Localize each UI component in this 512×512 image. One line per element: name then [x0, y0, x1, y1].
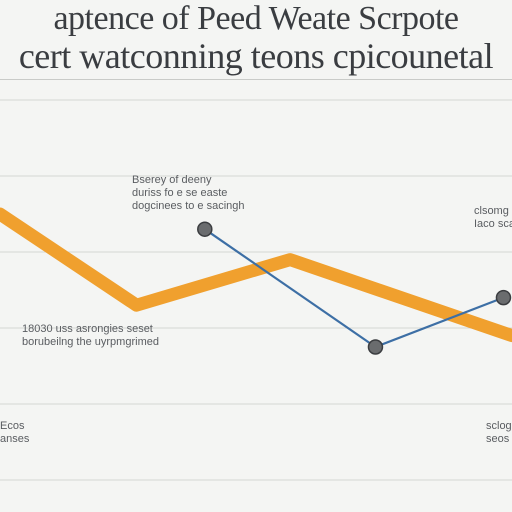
- series-2-point: [367, 339, 384, 355]
- grid-lines: [0, 99, 512, 481]
- series-line-1: [0, 207, 512, 343]
- annotation-right-top: clsomg Iaco sca: [474, 205, 512, 230]
- chart-title: aptence of Peed Weate Scrpote cert watco…: [0, 0, 512, 80]
- series-group: [0, 207, 512, 355]
- annotation-mid-left: 18030 uss asrongies seset borubeilng the…: [22, 323, 159, 348]
- series-2-point: [197, 221, 213, 237]
- title-line-2: cert watconning teons cpicounetal: [18, 36, 494, 76]
- annotation-bottom-left: Ecos anses: [0, 420, 30, 445]
- title-divider: [0, 79, 512, 80]
- annotation-bottom-right: sclog seos: [486, 420, 512, 445]
- series-2-point: [495, 289, 512, 306]
- annotation-top-center: Bserey of deeny duriss fo e se easte dog…: [132, 174, 245, 212]
- title-line-1: aptence of Peed Weate Scrpote: [53, 0, 459, 37]
